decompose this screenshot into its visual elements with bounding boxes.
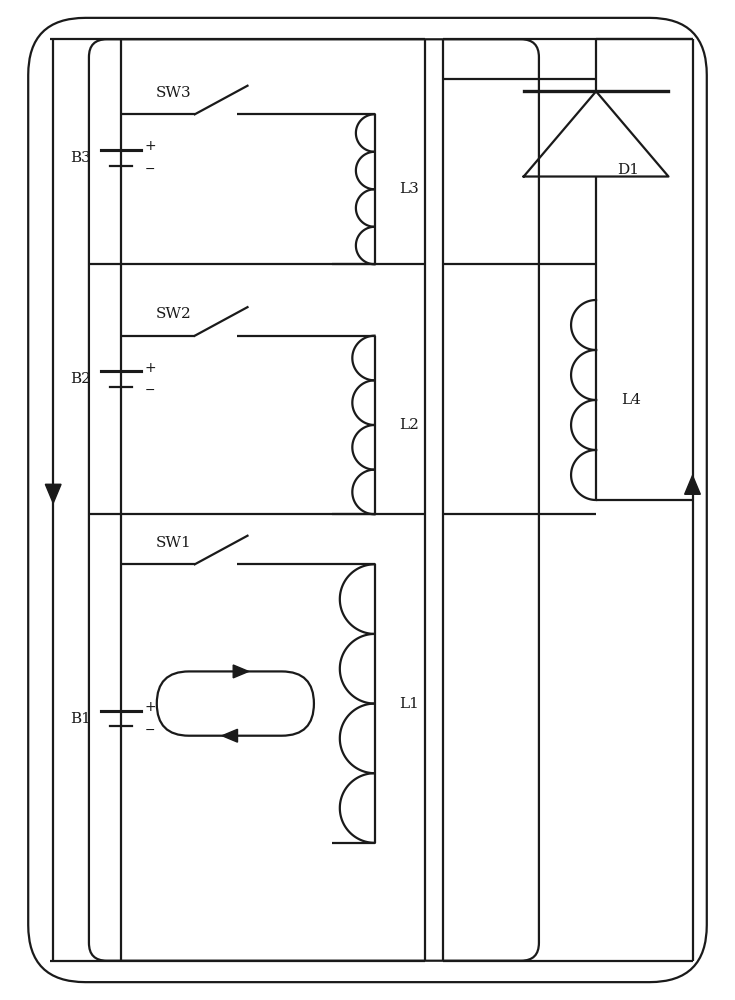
Text: B1: B1 [71,712,91,726]
Text: +: + [145,700,157,714]
Text: −: − [145,384,155,397]
Text: −: − [145,163,155,176]
Text: B2: B2 [71,372,91,386]
Text: L3: L3 [400,182,420,196]
Text: B3: B3 [71,151,91,165]
Text: L4: L4 [621,393,641,407]
Text: SW1: SW1 [156,536,192,550]
Text: +: + [145,139,157,153]
Text: L2: L2 [400,418,420,432]
Polygon shape [222,729,237,742]
Text: L1: L1 [400,697,420,711]
Text: SW3: SW3 [156,86,192,100]
Polygon shape [233,665,248,678]
Text: D1: D1 [617,163,639,177]
Polygon shape [684,475,700,494]
Text: SW2: SW2 [156,307,192,321]
Text: +: + [145,361,157,375]
Polygon shape [46,484,61,503]
Text: −: − [145,724,155,736]
